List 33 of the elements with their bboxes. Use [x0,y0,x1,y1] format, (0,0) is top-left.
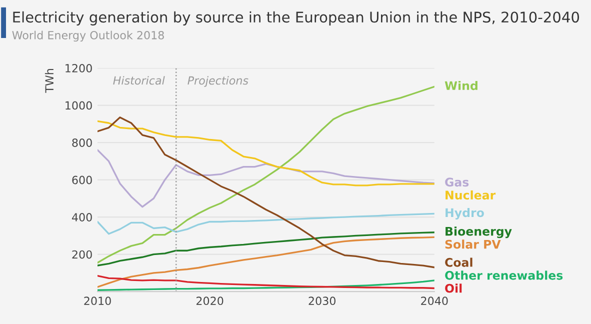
series-label: Gas [445,178,469,187]
line-series [98,149,434,208]
line-series [98,120,434,186]
y-tick-label: 400 [72,213,92,222]
x-tick-label: 2020 [196,296,224,306]
y-tick-label: 1200 [66,64,92,72]
y-axis-title: TWh [44,68,54,93]
chart-title: Electricity generation by source in the European Union in the NPS, 2010-2040 [13,11,580,26]
series-label: Solar PV [445,240,501,249]
x-tick-label: 2030 [308,296,336,306]
y-tick-label: 200 [72,250,92,259]
line-series [98,232,434,266]
line-series [98,280,434,291]
y-tick-label: 600 [72,176,92,184]
line-series [98,116,434,268]
line-series [98,86,434,264]
y-tick-label: 800 [72,138,92,147]
series-label: Hydro [446,208,484,220]
x-tick-label: 2010 [84,296,111,306]
line-series [98,212,434,235]
series-label: Oil [445,284,462,293]
chart-subtitle: World Energy Outlook 2018 [12,30,164,42]
series-label: Other renewables [445,270,563,280]
series-label: Nuclear [446,190,496,200]
y-tick-label: 1000 [66,101,92,110]
line-series [98,236,434,288]
x-tick-label: 2040 [421,296,448,306]
annotation: Historical [113,76,165,85]
line-series [98,274,434,290]
series-label: Bioenergy [446,226,512,238]
series-label: Coal [445,258,472,267]
annotation: Projections [188,76,248,87]
series-label: Wind [444,80,478,90]
